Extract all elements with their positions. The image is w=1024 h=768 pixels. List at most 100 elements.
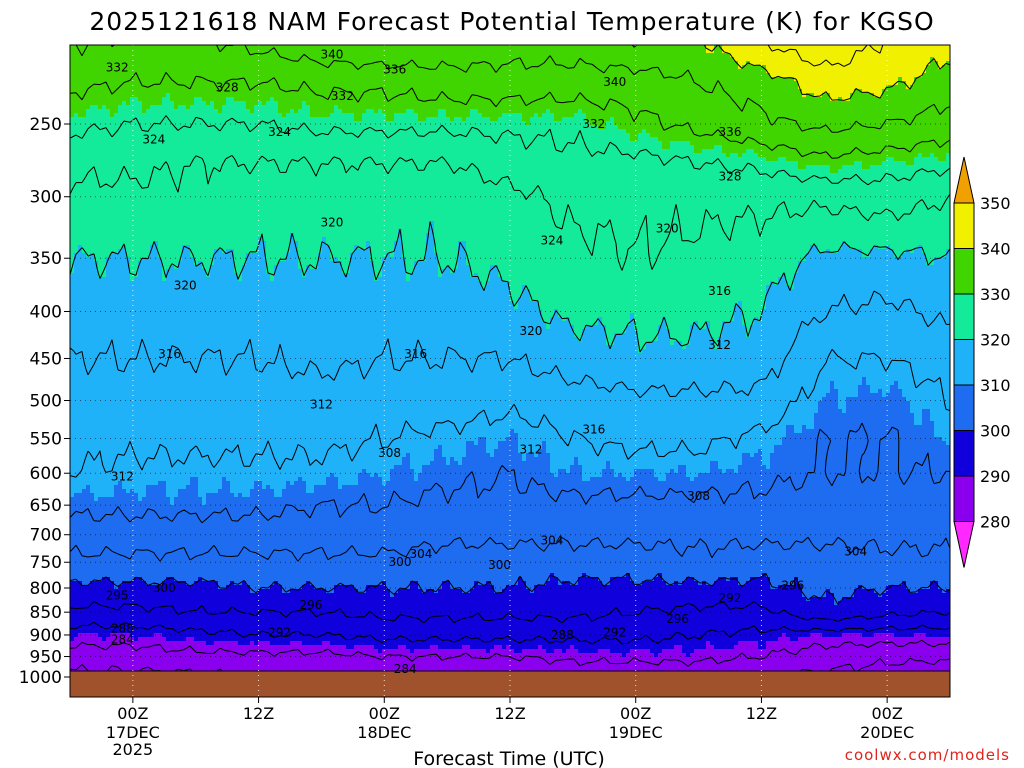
field-cell	[118, 113, 123, 118]
field-cell	[538, 45, 543, 50]
field-cell	[382, 77, 387, 82]
field-cell	[918, 125, 923, 130]
field-cell	[478, 125, 483, 130]
field-cell	[342, 93, 347, 98]
field-cell	[722, 81, 727, 86]
field-cell	[738, 117, 743, 122]
field-cell	[94, 105, 99, 110]
field-cell	[202, 73, 207, 78]
field-cell	[390, 117, 395, 122]
field-cell	[314, 57, 319, 62]
field-cell	[842, 89, 847, 94]
field-cell	[162, 57, 167, 62]
field-cell	[674, 53, 679, 58]
field-cell	[750, 69, 755, 74]
field-cell	[538, 85, 543, 90]
field-cell	[790, 101, 795, 106]
field-cell	[862, 49, 867, 54]
field-cell	[594, 73, 599, 78]
field-cell	[238, 45, 243, 50]
field-cell	[862, 53, 867, 58]
field-cell	[902, 97, 907, 102]
field-cell	[770, 45, 775, 50]
field-cell	[826, 57, 831, 62]
field-cell	[702, 77, 707, 82]
field-cell	[170, 77, 175, 82]
field-cell	[194, 89, 199, 94]
field-cell	[462, 49, 467, 54]
field-cell	[70, 73, 75, 78]
field-cell	[922, 57, 927, 62]
field-cell	[526, 105, 531, 110]
field-cell	[934, 101, 939, 106]
field-cell	[846, 89, 851, 94]
field-cell	[186, 57, 191, 62]
field-cell	[346, 113, 351, 118]
field-cell	[834, 125, 839, 130]
field-cell	[150, 73, 155, 78]
field-cell	[130, 93, 135, 98]
field-cell	[482, 105, 487, 110]
field-cell	[774, 101, 779, 106]
field-cell	[626, 129, 631, 134]
field-cell	[730, 93, 735, 98]
field-cell	[266, 101, 271, 106]
field-cell	[942, 121, 947, 126]
field-cell	[494, 57, 499, 62]
field-cell	[178, 133, 183, 138]
field-cell	[486, 49, 491, 54]
field-cell	[330, 85, 335, 90]
field-cell	[338, 129, 343, 134]
field-cell	[402, 57, 407, 62]
field-cell	[474, 85, 479, 90]
field-cell	[566, 45, 571, 50]
field-cell	[550, 117, 555, 122]
field-cell	[238, 125, 243, 130]
field-cell	[782, 129, 787, 134]
field-cell	[206, 101, 211, 106]
field-cell	[882, 45, 887, 50]
field-cell	[614, 65, 619, 70]
field-cell	[106, 113, 111, 118]
field-cell	[506, 85, 511, 90]
field-cell	[782, 117, 787, 122]
field-cell	[198, 93, 203, 98]
field-cell	[230, 85, 235, 90]
field-cell	[770, 125, 775, 130]
field-cell	[878, 65, 883, 70]
field-cell	[730, 105, 735, 110]
field-cell	[778, 65, 783, 70]
field-cell	[270, 65, 275, 70]
field-cell	[734, 117, 739, 122]
field-cell	[534, 69, 539, 74]
field-cell	[390, 129, 395, 134]
field-cell	[734, 73, 739, 78]
field-cell	[678, 109, 683, 114]
field-cell	[470, 65, 475, 70]
field-cell	[402, 89, 407, 94]
field-cell	[254, 77, 259, 82]
field-cell	[202, 129, 207, 134]
field-cell	[634, 49, 639, 54]
field-cell	[898, 53, 903, 58]
field-cell	[722, 125, 727, 130]
field-cell	[74, 53, 79, 58]
field-cell	[534, 65, 539, 70]
field-cell	[546, 81, 551, 86]
field-cell	[162, 89, 167, 94]
field-cell	[458, 109, 463, 114]
field-cell	[382, 105, 387, 110]
field-cell	[490, 97, 495, 102]
field-cell	[822, 117, 827, 122]
field-cell	[738, 61, 743, 66]
field-cell	[346, 133, 351, 138]
field-cell	[714, 57, 719, 62]
field-cell	[418, 49, 423, 54]
field-cell	[538, 89, 543, 94]
field-cell	[834, 53, 839, 58]
field-cell	[542, 101, 547, 106]
field-cell	[770, 113, 775, 118]
field-cell	[98, 81, 103, 86]
field-cell	[438, 89, 443, 94]
field-cell	[110, 57, 115, 62]
